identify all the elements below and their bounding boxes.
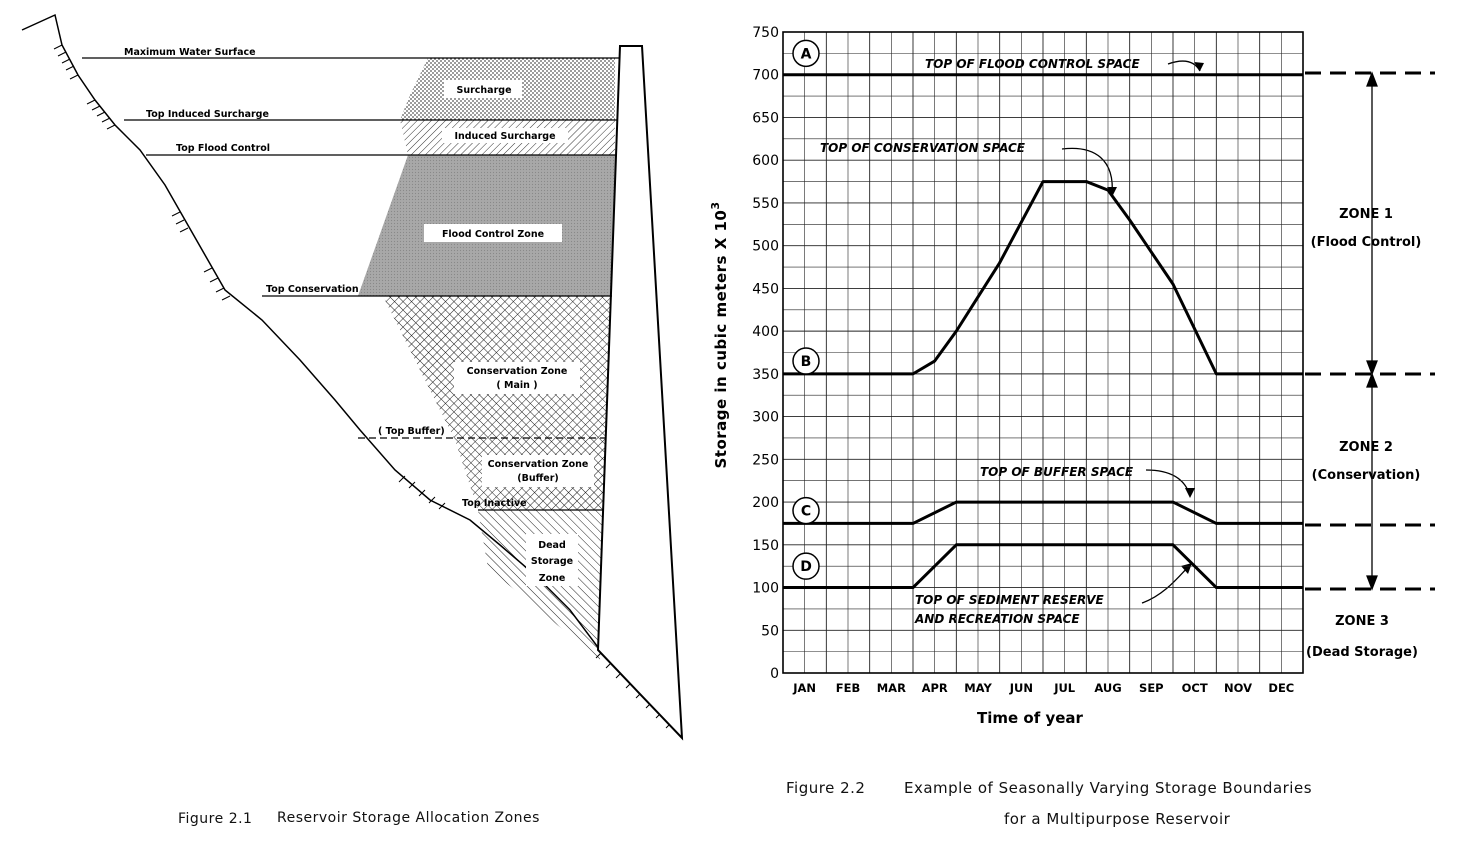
series-marker-a (792, 39, 820, 68)
x-tick-label: JUN (1009, 681, 1033, 695)
series-line-c (783, 500, 1303, 525)
ground-hatching (53, 44, 673, 729)
zone-2-title: ZONE 2 (1339, 440, 1393, 455)
x-tick-label: DEC (1268, 681, 1294, 695)
figure-2-2-caption-number: Figure 2.2 (786, 779, 866, 797)
y-tick-label: 400 (752, 324, 779, 340)
plot-frame (782, 31, 1304, 674)
zone-3-title: ZONE 3 (1335, 614, 1389, 629)
x-tick-label: JAN (792, 681, 816, 695)
label-top-inactive: Top Inactive (462, 498, 527, 509)
annotation-buffer: TOP OF BUFFER SPACE (980, 465, 1134, 479)
dam-structure (596, 45, 684, 741)
zone-arrows (1366, 71, 1378, 591)
series-marker-b (792, 347, 820, 375)
label-top-buffer: ( Top Buffer) (378, 426, 445, 437)
label-top-flood-control: Top Flood Control (176, 143, 270, 154)
zone-conservation-main-2: ( Main ) (496, 380, 537, 391)
y-tick-label: 100 (752, 581, 779, 597)
x-tick-label: FEB (836, 681, 860, 695)
y-tick-label: 250 (752, 452, 779, 468)
y-tick-label: 700 (752, 68, 779, 84)
x-tick-label: SEP (1139, 681, 1164, 695)
series-marker-label: D (800, 559, 812, 575)
zone-boundaries (1305, 71, 1435, 591)
y-tick-label: 150 (752, 538, 779, 554)
zone-dead-1: Dead (538, 540, 566, 551)
y-tick-label: 200 (752, 495, 779, 511)
zone-flood-control: Flood Control Zone (442, 229, 544, 240)
series-line-b (783, 180, 1303, 376)
zone-conservation-buffer-2: (Buffer) (517, 473, 559, 484)
x-tick-label: AUG (1094, 681, 1121, 695)
annotation-sediment-1: TOP OF SEDIMENT RESERVE (915, 593, 1105, 607)
zone-conservation-main-1: Conservation Zone (467, 366, 568, 377)
y-axis-label: Storage in cubic meters X 103 (709, 201, 730, 468)
figure-2-2-chart: ZONE 1 (Flood Control) ZONE 2 (Conservat… (709, 25, 1435, 727)
series-marker-label: C (801, 504, 811, 520)
figure-2-1-caption-text: Reservoir Storage Allocation Zones (277, 810, 540, 826)
y-tick-label: 50 (761, 623, 779, 639)
x-tick-label: JUL (1053, 681, 1076, 695)
figure-2-1-caption-number: Figure 2.1 (178, 811, 253, 827)
zone-dead-3: Zone (539, 573, 566, 584)
annotation-arrows (1061, 60, 1201, 604)
figure-2-2-caption-line-2: for a Multipurpose Reservoir (1004, 810, 1231, 828)
zone-1-title: ZONE 1 (1339, 207, 1393, 222)
zone-3-subtitle: (Dead Storage) (1306, 645, 1418, 660)
series-marker-d (792, 552, 820, 580)
series-marker-c (792, 496, 820, 525)
figure-2-1-diagram: Maximum Water Surface Top Induced Surcha… (21, 13, 684, 741)
zone-dead-2: Storage (531, 556, 573, 567)
zone-conservation-buffer-1: Conservation Zone (488, 459, 589, 470)
x-tick-label: NOV (1224, 681, 1252, 695)
annotation-sediment-2: AND RECREATION SPACE (914, 612, 1080, 626)
y-tick-label: 600 (752, 153, 779, 169)
x-tick-label: MAR (877, 681, 906, 695)
y-tick-label: 0 (770, 666, 779, 682)
zone-2-subtitle: (Conservation) (1312, 468, 1421, 483)
y-tick-label: 550 (752, 196, 779, 212)
figure-2-2-caption-line-1: Example of Seasonally Varying Storage Bo… (904, 779, 1313, 797)
y-tick-label: 650 (752, 110, 779, 126)
series-marker-label: A (801, 46, 812, 62)
label-top-induced-surcharge: Top Induced Surcharge (146, 109, 269, 120)
zone-induced-surcharge: Induced Surcharge (454, 131, 555, 142)
annotation-arrowheads (1107, 62, 1204, 574)
annotation-conservation: TOP OF CONSERVATION SPACE (820, 141, 1026, 155)
zone-1-subtitle: (Flood Control) (1311, 235, 1422, 250)
y-tick-label: 350 (752, 367, 779, 383)
label-max-water-surface: Maximum Water Surface (124, 47, 256, 58)
y-tick-label: 500 (752, 239, 779, 255)
x-tick-label: MAY (964, 681, 992, 695)
x-axis-label: Time of year (977, 709, 1084, 727)
zone-surcharge: Surcharge (456, 85, 511, 96)
y-tick-label: 300 (752, 410, 779, 426)
series-line-d (783, 543, 1303, 590)
x-tick-label: OCT (1182, 681, 1208, 695)
label-top-conservation: Top Conservation (266, 284, 359, 295)
y-tick-label: 450 (752, 281, 779, 297)
series-marker-label: B (801, 354, 812, 370)
y-tick-label: 750 (752, 25, 779, 41)
x-tick-label: APR (922, 681, 948, 695)
